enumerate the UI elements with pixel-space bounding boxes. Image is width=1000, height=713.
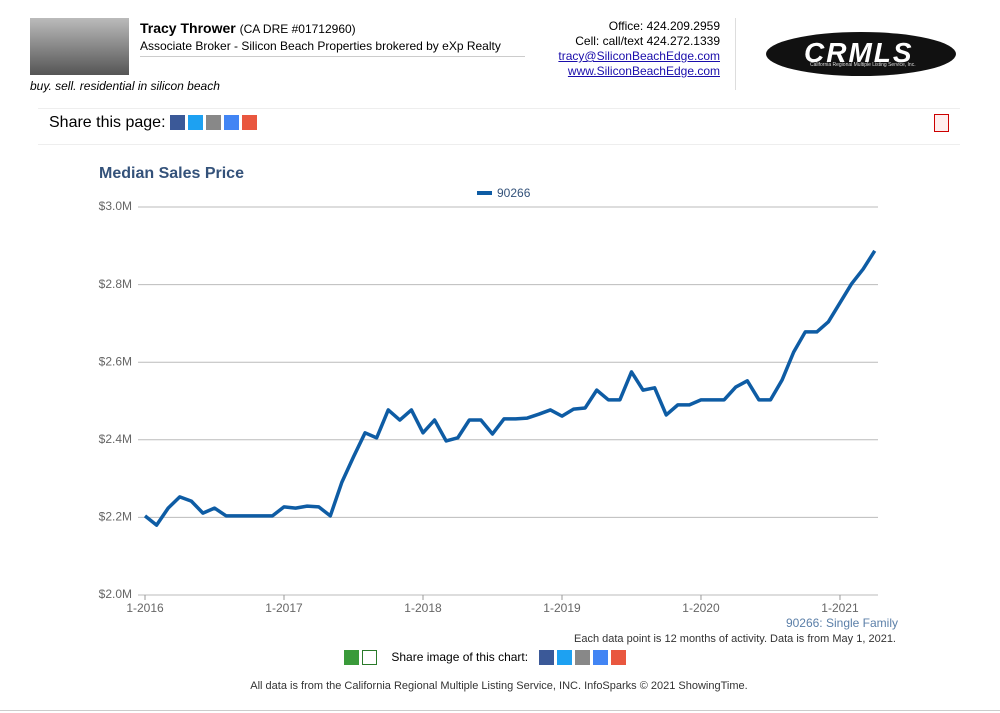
more[interactable]	[611, 650, 627, 666]
source-note: All data is from the California Regional…	[250, 680, 747, 692]
divider	[38, 108, 960, 109]
agent-photo	[30, 18, 129, 75]
more[interactable]	[241, 115, 257, 131]
logo-sub: California Regional Multiple Listing Ser…	[810, 62, 916, 68]
pdf-icon[interactable]	[934, 114, 949, 132]
legend-label: 90266	[497, 186, 531, 200]
chart-title: Median Sales Price	[99, 165, 244, 182]
x-tick-label: 1-2018	[404, 601, 442, 615]
y-tick-label: $2.0M	[99, 587, 132, 601]
series-line	[143, 249, 877, 527]
facebook[interactable]	[169, 115, 185, 131]
google[interactable]	[223, 115, 239, 131]
excel-icon[interactable]	[362, 650, 377, 666]
y-tick-label: $2.8M	[99, 277, 132, 291]
divider	[140, 56, 525, 57]
logo: CRMLS California Regional Multiple Listi…	[766, 32, 956, 76]
website-link[interactable]: www.SiliconBeachEdge.com	[567, 64, 720, 78]
divider	[38, 144, 960, 145]
facebook[interactable]	[539, 650, 555, 666]
x-tick-label: 1-2021	[821, 601, 859, 615]
agent-name: Tracy Thrower	[140, 20, 236, 36]
agent-title: Associate Broker - Silicon Beach Propert…	[140, 39, 501, 53]
office: Office: 424.209.2959	[608, 19, 720, 33]
x-tick-label: 1-2019	[543, 601, 581, 615]
agent-name-line: Tracy Thrower (CA DRE #01712960)	[140, 20, 356, 36]
cell: Cell: call/text 424.272.1339	[575, 34, 720, 48]
share-image: Share image of this chart:	[344, 650, 629, 666]
y-tick-label: $3.0M	[99, 199, 132, 213]
share-bar: Share this page:	[49, 114, 260, 132]
google[interactable]	[593, 650, 609, 666]
x-tick-label: 1-2020	[682, 601, 720, 615]
twitter[interactable]	[557, 650, 573, 666]
twitter[interactable]	[187, 115, 203, 131]
y-tick-label: $2.4M	[99, 432, 132, 446]
chart-note: 90266: Single Family	[786, 616, 898, 630]
x-tick-label: 1-2017	[265, 601, 303, 615]
email[interactable]	[205, 115, 221, 131]
email[interactable]	[575, 650, 591, 666]
divider	[735, 18, 736, 90]
tagline: buy. sell. residential in silicon beach	[30, 79, 220, 93]
share-label: Share this page:	[49, 114, 166, 131]
logo-text: CRMLS	[804, 37, 914, 68]
contact: Office: 424.209.2959 Cell: call/text 424…	[558, 19, 720, 79]
bottom-border	[0, 710, 1000, 711]
y-tick-label: $2.2M	[99, 510, 132, 524]
x-tick-label: 1-2016	[126, 601, 164, 615]
y-tick-label: $2.6M	[99, 354, 132, 368]
share-icon[interactable]	[344, 650, 359, 666]
share-image-label: Share image of this chart:	[391, 650, 529, 664]
license: (CA DRE #01712960)	[239, 22, 356, 36]
email-link[interactable]: tracy@SiliconBeachEdge.com	[558, 49, 720, 63]
data-note: Each data point is 12 months of activity…	[574, 633, 896, 645]
